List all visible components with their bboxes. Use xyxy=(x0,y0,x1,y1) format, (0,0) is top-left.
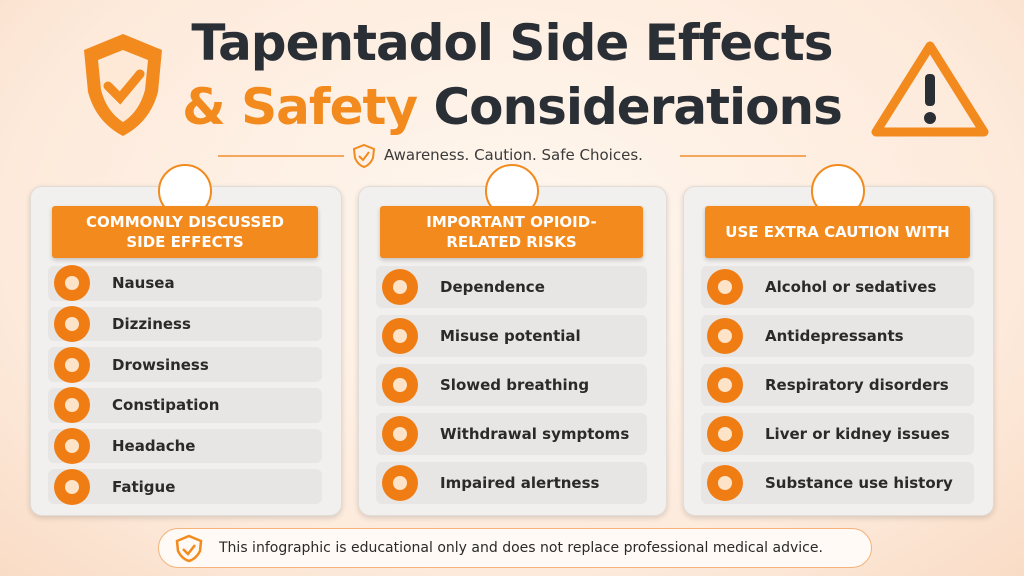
list-item: Impaired alertness xyxy=(376,462,647,504)
item-icon xyxy=(382,367,418,403)
item-icon xyxy=(54,265,90,302)
title-line-1: Tapentadol Side Effects xyxy=(191,14,833,72)
list-item: Fatigue xyxy=(48,468,322,505)
list-item: Slowed breathing xyxy=(376,364,647,406)
item-label: Dizziness xyxy=(112,314,191,333)
item-label: Nausea xyxy=(112,274,175,293)
tagline: Awareness. Caution. Safe Choices. xyxy=(384,146,643,164)
item-label: Substance use history xyxy=(765,474,953,492)
list-item: Headache xyxy=(48,427,322,464)
list-item: Dependence xyxy=(376,266,647,308)
item-icon xyxy=(54,387,90,424)
item-icon xyxy=(707,318,743,354)
item-icon xyxy=(382,318,418,354)
footer-note: This infographic is educational only and… xyxy=(219,540,823,556)
footer-shield xyxy=(175,534,203,563)
list-item: Constipation xyxy=(48,387,322,424)
item-label: Constipation xyxy=(112,396,220,415)
item-icon xyxy=(54,468,90,505)
item-label: Dependence xyxy=(440,278,545,296)
item-icon xyxy=(707,416,743,452)
item-icon xyxy=(382,416,418,452)
item-label: Slowed breathing xyxy=(440,376,590,394)
item-icon xyxy=(707,465,743,501)
column-heading: COMMONLY DISCUSSED SIDE EFFECTS xyxy=(52,206,318,258)
list-item: Liver or kidney issues xyxy=(701,413,974,455)
item-icon xyxy=(54,427,90,464)
item-icon xyxy=(707,269,743,305)
item-icon xyxy=(382,465,418,501)
column-heading: USE EXTRA CAUTION WITH xyxy=(705,206,970,258)
item-label: Respiratory disorders xyxy=(765,376,949,394)
title-line-2: & Safety Considerations xyxy=(0,78,1024,136)
list-item: Alcohol or sedatives xyxy=(701,266,974,308)
column-heading: IMPORTANT OPIOID-RELATED RISKS xyxy=(380,206,643,258)
list-item: Withdrawal symptoms xyxy=(376,413,647,455)
divider xyxy=(680,155,806,157)
item-label: Withdrawal symptoms xyxy=(440,425,630,443)
list-item: Nausea xyxy=(48,265,322,302)
item-label: Impaired alertness xyxy=(440,474,600,492)
item-icon xyxy=(707,367,743,403)
item-label: Drowsiness xyxy=(112,355,209,374)
list-item: Antidepressants xyxy=(701,315,974,357)
shield-icon xyxy=(84,34,162,136)
list-item: Dizziness xyxy=(48,305,322,342)
list-item: Drowsiness xyxy=(48,346,322,383)
item-label: Fatigue xyxy=(112,477,176,496)
item-icon xyxy=(54,346,90,383)
item-label: Antidepressants xyxy=(765,327,904,345)
item-label: Headache xyxy=(112,436,196,455)
item-icon xyxy=(382,269,418,305)
footer: This infographic is educational only and… xyxy=(158,528,872,568)
divider xyxy=(218,155,344,157)
list-item: Respiratory disorders xyxy=(701,364,974,406)
list-item: Misuse potential xyxy=(376,315,647,357)
list-item: Substance use history xyxy=(701,462,974,504)
item-label: Misuse potential xyxy=(440,327,581,345)
item-label: Liver or kidney issues xyxy=(765,425,950,443)
tag-shield xyxy=(352,143,376,169)
item-label: Alcohol or sedatives xyxy=(765,278,937,296)
item-icon xyxy=(54,305,90,342)
title-rest: Considerations xyxy=(433,78,842,136)
title-highlight: & Safety xyxy=(182,78,418,136)
warning-icon xyxy=(871,41,989,137)
